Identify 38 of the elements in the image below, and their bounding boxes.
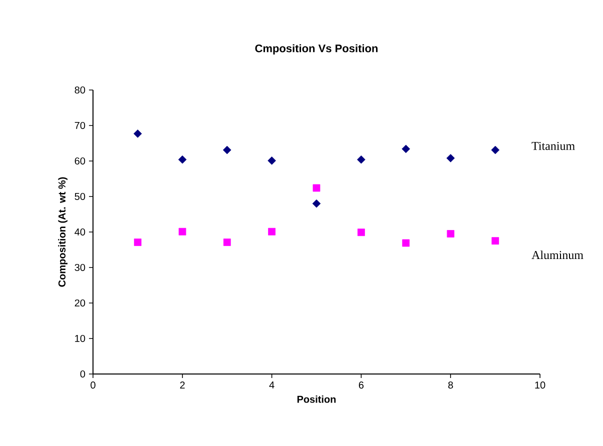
y-tick-label: 30 <box>74 264 86 272</box>
y-tick-label: 60 <box>74 157 86 165</box>
point <box>268 156 276 165</box>
text: Titanium <box>532 142 575 150</box>
y-tick-label: 40 <box>74 228 86 236</box>
point <box>178 228 186 236</box>
point <box>134 129 142 138</box>
x-tick-label: 10 <box>535 382 546 389</box>
point <box>312 199 321 208</box>
point <box>492 237 499 245</box>
point <box>446 230 454 238</box>
x-tick-label: 0 <box>90 382 96 389</box>
y-tick-label: 20 <box>74 299 86 307</box>
point <box>402 239 410 247</box>
point <box>402 144 410 154</box>
point <box>223 238 231 246</box>
point <box>491 146 500 154</box>
y-axis-title: Composition (At. wt %) <box>58 177 68 287</box>
point <box>178 155 187 164</box>
point <box>358 228 365 236</box>
y-tick-label: 70 <box>74 122 86 130</box>
x-tick-label: 4 <box>269 382 274 388</box>
x-axis-title: Position <box>297 395 336 403</box>
y-tick-label: 0 <box>80 370 86 378</box>
y-tick-label: 50 <box>74 192 86 200</box>
point <box>357 155 366 164</box>
point <box>134 238 142 246</box>
point <box>268 228 276 236</box>
x-tick-label: 8 <box>448 382 453 389</box>
text: Aluminum <box>532 250 584 260</box>
x-tick-label: 6 <box>358 382 364 389</box>
x-tick-label: 2 <box>180 382 185 388</box>
y-tick-label: 10 <box>75 334 86 342</box>
chart-title: Cmposition Vs Position <box>255 44 378 54</box>
point <box>446 154 455 162</box>
y-tick-label: 80 <box>74 86 86 94</box>
point <box>222 146 232 154</box>
point <box>312 184 320 192</box>
